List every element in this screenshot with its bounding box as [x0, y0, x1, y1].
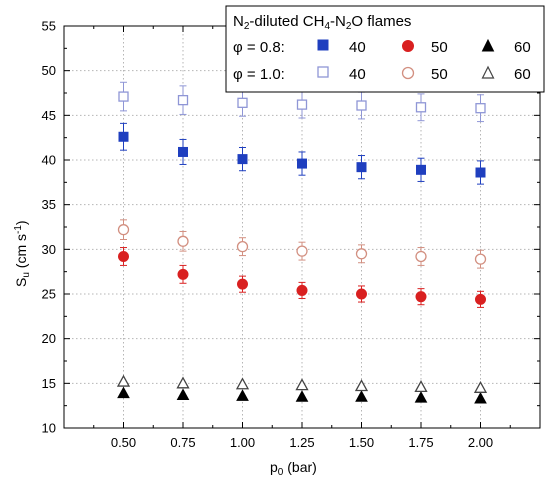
- point-square-filled: [476, 168, 485, 177]
- point-triangle-filled: [356, 391, 367, 401]
- y-tick-label: 35: [42, 197, 56, 212]
- point-triangle-filled: [118, 388, 129, 398]
- point-circle-open: [357, 249, 367, 259]
- point-square-open: [357, 101, 366, 110]
- x-tick-label: 1.00: [230, 435, 255, 450]
- legend: N2-diluted CH4-N2O flames φ = 0.8: φ = 1…: [226, 6, 544, 92]
- point-square-filled: [119, 132, 128, 141]
- point-circle-filled: [476, 294, 486, 304]
- point-triangle-open: [118, 376, 129, 386]
- point-triangle-filled: [178, 389, 189, 399]
- legend-label-phi08-60: 60: [514, 39, 531, 56]
- point-square-open: [119, 92, 128, 101]
- y-tick-label: 25: [42, 287, 56, 302]
- legend-marker-filled-circle: [403, 41, 414, 52]
- x-tick-label: 2.00: [468, 435, 493, 450]
- y-tick-label: 20: [42, 331, 56, 346]
- legend-title: N2-diluted CH4-N2O flames: [233, 13, 411, 32]
- legend-label-phi10-40: 40: [349, 66, 366, 83]
- point-circle-filled: [297, 285, 307, 295]
- point-triangle-filled: [475, 393, 486, 403]
- legend-label-phi08-40: 40: [349, 39, 366, 56]
- point-triangle-open: [297, 380, 308, 390]
- point-circle-filled: [357, 289, 367, 299]
- y-tick-label: 50: [42, 63, 56, 78]
- point-triangle-open: [178, 378, 189, 388]
- point-circle-open: [119, 225, 129, 235]
- point-circle-open: [178, 236, 188, 246]
- point-square-filled: [238, 155, 247, 164]
- point-square-filled: [357, 163, 366, 172]
- point-square-open: [238, 98, 247, 107]
- y-tick-label: 40: [42, 153, 56, 168]
- y-tick-label: 55: [42, 19, 56, 34]
- point-triangle-open: [237, 379, 248, 389]
- x-tick-label: 0.75: [170, 435, 195, 450]
- point-circle-filled: [416, 292, 426, 302]
- y-tick-label: 45: [42, 108, 56, 123]
- legend-row-label-phi-10: φ = 1.0:: [233, 66, 285, 83]
- point-square-filled: [417, 165, 426, 174]
- point-circle-open: [476, 254, 486, 264]
- point-square-open: [179, 96, 188, 105]
- y-tick-label: 15: [42, 376, 56, 391]
- point-circle-open: [238, 242, 248, 252]
- legend-marker-filled-square: [318, 40, 328, 50]
- y-tick-label: 10: [42, 421, 56, 436]
- point-square-open: [476, 104, 485, 113]
- legend-marker-open-circle: [403, 68, 414, 79]
- x-axis-title: p0 (bar): [270, 459, 317, 478]
- x-tick-label: 1.50: [349, 435, 374, 450]
- point-triangle-filled: [416, 392, 427, 402]
- point-circle-open: [297, 246, 307, 256]
- x-tick-label: 1.25: [289, 435, 314, 450]
- y-axis-title: Su (cm s-1): [13, 220, 32, 287]
- point-square-open: [298, 100, 307, 109]
- point-triangle-open: [356, 381, 367, 391]
- point-square-open: [417, 103, 426, 112]
- legend-row-label-phi-08: φ = 0.8:: [233, 39, 285, 56]
- y-tick-label: 30: [42, 242, 56, 257]
- point-circle-filled: [178, 269, 188, 279]
- legend-label-phi10-60: 60: [514, 66, 531, 83]
- x-tick-label: 1.75: [408, 435, 433, 450]
- legend-label-phi08-50: 50: [431, 39, 448, 56]
- point-square-filled: [179, 147, 188, 156]
- point-triangle-filled: [297, 391, 308, 401]
- legend-marker-open-square: [318, 67, 328, 77]
- point-circle-filled: [119, 251, 129, 261]
- x-tick-label: 0.50: [111, 435, 136, 450]
- legend-label-phi10-50: 50: [431, 66, 448, 83]
- point-circle-filled: [238, 279, 248, 289]
- point-triangle-filled: [237, 390, 248, 400]
- point-circle-open: [416, 251, 426, 261]
- point-square-filled: [298, 159, 307, 168]
